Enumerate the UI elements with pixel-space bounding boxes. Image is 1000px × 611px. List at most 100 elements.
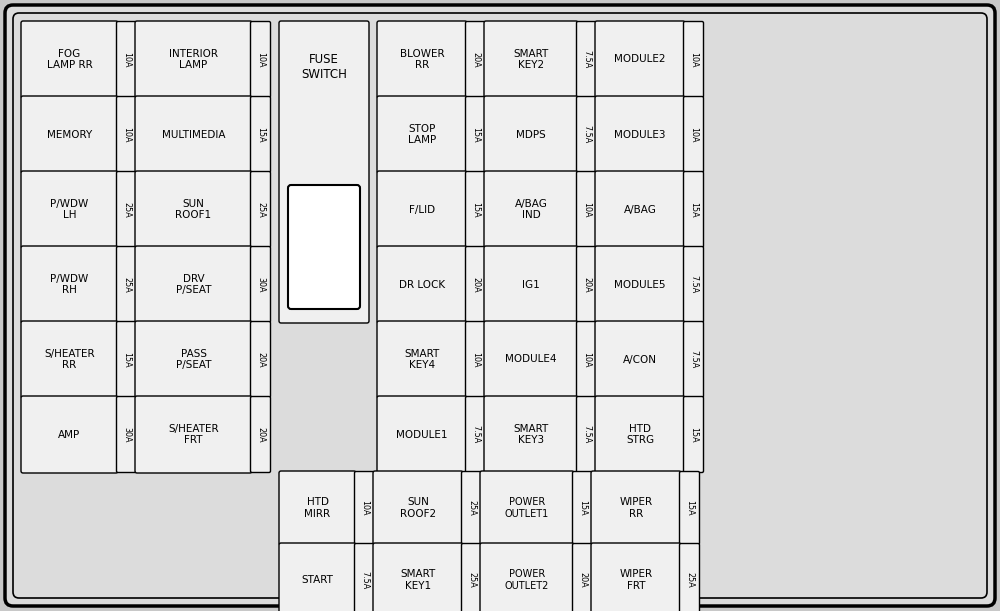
FancyBboxPatch shape bbox=[279, 21, 369, 323]
FancyBboxPatch shape bbox=[684, 321, 704, 398]
Text: HTD
STRG: HTD STRG bbox=[626, 423, 654, 445]
Text: 10A: 10A bbox=[122, 126, 131, 142]
Text: BLOWER
RR: BLOWER RR bbox=[400, 49, 444, 70]
Text: 15A: 15A bbox=[256, 126, 265, 142]
Text: S/HEATER
RR: S/HEATER RR bbox=[44, 349, 95, 370]
FancyBboxPatch shape bbox=[484, 96, 578, 173]
Text: 15A: 15A bbox=[122, 352, 131, 367]
Text: 7.5A: 7.5A bbox=[582, 425, 591, 444]
Text: 10A: 10A bbox=[689, 52, 698, 67]
Text: 7.5A: 7.5A bbox=[471, 425, 480, 444]
Text: 20A: 20A bbox=[256, 426, 265, 442]
Text: MODULE4: MODULE4 bbox=[505, 354, 557, 365]
Text: 15A: 15A bbox=[689, 202, 698, 218]
FancyBboxPatch shape bbox=[466, 397, 486, 472]
Text: 7.5A: 7.5A bbox=[689, 276, 698, 294]
FancyBboxPatch shape bbox=[279, 471, 356, 545]
FancyBboxPatch shape bbox=[595, 96, 685, 173]
Text: SMART
KEY4: SMART KEY4 bbox=[404, 349, 440, 370]
Text: MEMORY: MEMORY bbox=[47, 130, 92, 139]
FancyBboxPatch shape bbox=[576, 172, 596, 247]
FancyBboxPatch shape bbox=[21, 96, 118, 173]
FancyBboxPatch shape bbox=[373, 543, 463, 611]
FancyBboxPatch shape bbox=[466, 97, 486, 172]
Text: MULTIMEDIA: MULTIMEDIA bbox=[162, 130, 225, 139]
FancyBboxPatch shape bbox=[377, 96, 467, 173]
FancyBboxPatch shape bbox=[466, 21, 486, 98]
FancyBboxPatch shape bbox=[377, 21, 467, 98]
FancyBboxPatch shape bbox=[250, 246, 270, 323]
Text: 20A: 20A bbox=[471, 52, 480, 67]
FancyBboxPatch shape bbox=[572, 544, 592, 611]
Text: A/CON: A/CON bbox=[623, 354, 657, 365]
FancyBboxPatch shape bbox=[377, 171, 467, 248]
Text: SUN
ROOF1: SUN ROOF1 bbox=[175, 199, 212, 221]
FancyBboxPatch shape bbox=[288, 185, 360, 309]
FancyBboxPatch shape bbox=[466, 246, 486, 323]
Text: PASS
P/SEAT: PASS P/SEAT bbox=[176, 349, 211, 370]
FancyBboxPatch shape bbox=[21, 321, 118, 398]
Text: SMART
KEY2: SMART KEY2 bbox=[513, 49, 549, 70]
Text: 7.5A: 7.5A bbox=[360, 571, 369, 589]
Text: A/BAG: A/BAG bbox=[624, 205, 656, 214]
Text: 10A: 10A bbox=[582, 202, 591, 218]
Text: 25A: 25A bbox=[122, 277, 131, 293]
Text: 7.5A: 7.5A bbox=[689, 350, 698, 368]
FancyBboxPatch shape bbox=[572, 472, 592, 544]
FancyBboxPatch shape bbox=[354, 472, 374, 544]
FancyBboxPatch shape bbox=[466, 321, 486, 398]
FancyBboxPatch shape bbox=[116, 246, 136, 323]
FancyBboxPatch shape bbox=[684, 172, 704, 247]
FancyBboxPatch shape bbox=[680, 472, 700, 544]
FancyBboxPatch shape bbox=[595, 171, 685, 248]
Text: 25A: 25A bbox=[467, 572, 476, 588]
Text: 10A: 10A bbox=[122, 52, 131, 67]
FancyBboxPatch shape bbox=[462, 544, 482, 611]
FancyBboxPatch shape bbox=[484, 21, 578, 98]
Text: 15A: 15A bbox=[471, 202, 480, 218]
FancyBboxPatch shape bbox=[116, 97, 136, 172]
FancyBboxPatch shape bbox=[484, 321, 578, 398]
Text: POWER
OUTLET1: POWER OUTLET1 bbox=[505, 497, 549, 519]
FancyBboxPatch shape bbox=[116, 397, 136, 472]
FancyBboxPatch shape bbox=[354, 544, 374, 611]
FancyBboxPatch shape bbox=[576, 246, 596, 323]
FancyBboxPatch shape bbox=[116, 21, 136, 98]
Text: 30A: 30A bbox=[122, 426, 131, 442]
FancyBboxPatch shape bbox=[250, 21, 270, 98]
FancyBboxPatch shape bbox=[684, 21, 704, 98]
FancyBboxPatch shape bbox=[373, 471, 463, 545]
FancyBboxPatch shape bbox=[135, 96, 252, 173]
Text: 20A: 20A bbox=[471, 277, 480, 292]
Text: IG1: IG1 bbox=[522, 279, 540, 290]
Text: WIPER
RR: WIPER RR bbox=[619, 497, 653, 519]
FancyBboxPatch shape bbox=[684, 397, 704, 472]
FancyBboxPatch shape bbox=[21, 21, 118, 98]
FancyBboxPatch shape bbox=[377, 321, 467, 398]
Text: 25A: 25A bbox=[685, 572, 694, 588]
FancyBboxPatch shape bbox=[21, 396, 118, 473]
Text: 20A: 20A bbox=[256, 352, 265, 367]
Text: START: START bbox=[302, 575, 333, 585]
FancyBboxPatch shape bbox=[576, 321, 596, 398]
Text: MODULE3: MODULE3 bbox=[614, 130, 666, 139]
Text: SMART
KEY1: SMART KEY1 bbox=[400, 569, 436, 591]
FancyBboxPatch shape bbox=[576, 397, 596, 472]
Text: 10A: 10A bbox=[582, 352, 591, 367]
FancyBboxPatch shape bbox=[591, 543, 681, 611]
Text: HTD
MIRR: HTD MIRR bbox=[304, 497, 331, 519]
Text: 25A: 25A bbox=[467, 500, 476, 516]
FancyBboxPatch shape bbox=[595, 246, 685, 323]
Text: S/HEATER
FRT: S/HEATER FRT bbox=[168, 423, 219, 445]
Text: POWER
OUTLET2: POWER OUTLET2 bbox=[505, 569, 549, 591]
FancyBboxPatch shape bbox=[377, 396, 467, 473]
Text: 7.5A: 7.5A bbox=[582, 125, 591, 144]
Text: MODULE1: MODULE1 bbox=[396, 430, 448, 439]
FancyBboxPatch shape bbox=[480, 471, 574, 545]
FancyBboxPatch shape bbox=[21, 246, 118, 323]
Text: 10A: 10A bbox=[471, 352, 480, 367]
Text: P/WDW
RH: P/WDW RH bbox=[50, 274, 89, 295]
FancyBboxPatch shape bbox=[684, 246, 704, 323]
FancyBboxPatch shape bbox=[484, 396, 578, 473]
FancyBboxPatch shape bbox=[250, 397, 270, 472]
